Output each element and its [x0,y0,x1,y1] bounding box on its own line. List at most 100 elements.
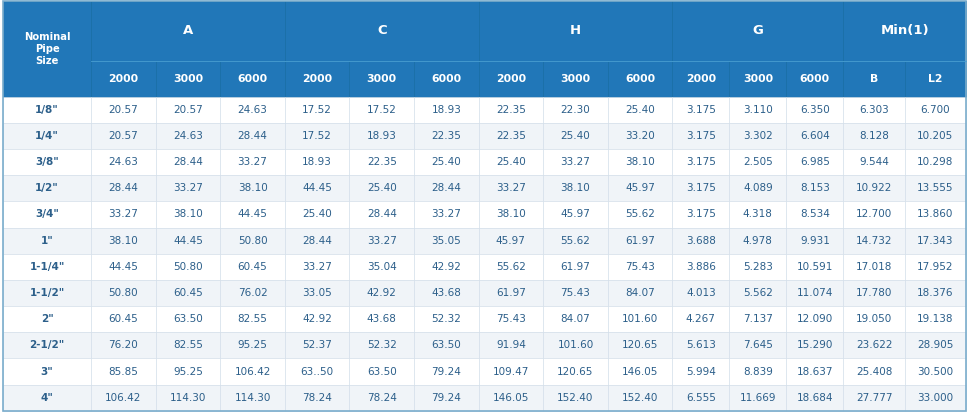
Bar [3,280,91,306]
Text: 43.68: 43.68 [431,288,461,298]
Text: 12.700: 12.700 [856,209,892,220]
Text: 15.290: 15.290 [797,340,833,350]
Text: 11.669: 11.669 [739,393,776,403]
Text: 3": 3" [41,367,53,377]
Text: 17.52: 17.52 [302,131,332,141]
Text: 18.93: 18.93 [431,105,461,115]
Text: 5.613: 5.613 [686,340,716,350]
Text: 8.153: 8.153 [800,183,829,193]
Text: 2.505: 2.505 [743,157,772,167]
Bar [285,97,350,123]
Bar [608,227,672,254]
Bar [285,384,350,411]
Bar [905,254,966,280]
Bar [608,280,672,306]
Bar [350,332,414,358]
Text: 3.175: 3.175 [686,209,716,220]
Text: 45.97: 45.97 [625,183,655,193]
Text: 63.50: 63.50 [431,340,461,350]
Text: 38.10: 38.10 [496,209,526,220]
Bar [843,332,905,358]
Text: 42.92: 42.92 [367,288,396,298]
Bar [905,201,966,227]
Bar [905,123,966,149]
Bar [350,97,414,123]
Bar [672,61,730,97]
Bar [285,254,350,280]
Text: 12.090: 12.090 [797,314,833,324]
Text: 5.994: 5.994 [686,367,716,377]
Bar [91,280,156,306]
Bar [479,358,544,384]
Text: 18.93: 18.93 [367,131,396,141]
Text: 33.000: 33.000 [918,393,953,403]
Bar [730,280,787,306]
Bar [91,61,156,97]
Bar [787,384,843,411]
Bar [3,123,91,149]
Text: B: B [870,74,878,84]
Text: 20.57: 20.57 [109,131,139,141]
Text: H: H [570,24,581,37]
Text: 82.55: 82.55 [173,340,203,350]
Text: 44.45: 44.45 [173,236,203,246]
Bar [608,306,672,332]
Text: 78.24: 78.24 [367,393,396,403]
Text: 25.40: 25.40 [431,157,461,167]
Text: 2": 2" [41,314,53,324]
Text: 1-1/4": 1-1/4" [29,262,65,272]
Bar [91,175,156,201]
Bar [156,175,220,201]
Text: 35.04: 35.04 [367,262,396,272]
Text: 101.60: 101.60 [622,314,658,324]
Text: 6000: 6000 [799,74,830,84]
Bar [91,384,156,411]
Text: 17.343: 17.343 [918,236,953,246]
Text: 120.65: 120.65 [557,367,594,377]
Bar [672,280,730,306]
Bar [730,358,787,384]
Bar [479,332,544,358]
Bar [843,280,905,306]
Text: 14.732: 14.732 [856,236,892,246]
Text: 1/2": 1/2" [35,183,59,193]
Text: 9.931: 9.931 [800,236,829,246]
Bar [479,306,544,332]
Bar [479,254,544,280]
Bar [91,97,156,123]
Bar [285,201,350,227]
Text: 114.30: 114.30 [234,393,270,403]
Text: 30.500: 30.500 [918,367,953,377]
Text: 44.45: 44.45 [302,183,332,193]
Bar [414,254,479,280]
Text: 3000: 3000 [366,74,396,84]
Bar [414,280,479,306]
Bar [220,384,285,411]
Bar [156,149,220,175]
Text: 152.40: 152.40 [622,393,658,403]
Text: 63.50: 63.50 [367,367,396,377]
Text: 3.302: 3.302 [743,131,772,141]
Text: 4.013: 4.013 [686,288,716,298]
Text: 6000: 6000 [431,74,461,84]
Text: 61.97: 61.97 [496,288,526,298]
Bar [544,123,608,149]
Text: 28.44: 28.44 [237,131,267,141]
Text: 3000: 3000 [172,74,203,84]
Text: 3.175: 3.175 [686,131,716,141]
Text: 18.637: 18.637 [797,367,833,377]
Text: 43.68: 43.68 [367,314,396,324]
Text: 24.63: 24.63 [237,105,267,115]
Text: 28.44: 28.44 [173,157,203,167]
Text: 33.27: 33.27 [496,183,526,193]
Bar [91,227,156,254]
Text: 146.05: 146.05 [622,367,658,377]
Text: 3.688: 3.688 [686,236,716,246]
Text: 23.622: 23.622 [856,340,892,350]
Bar [787,149,843,175]
Text: 33.27: 33.27 [560,157,590,167]
Text: 2000: 2000 [109,74,139,84]
Text: 106.42: 106.42 [106,393,141,403]
Text: 22.35: 22.35 [496,131,526,141]
Bar [787,227,843,254]
